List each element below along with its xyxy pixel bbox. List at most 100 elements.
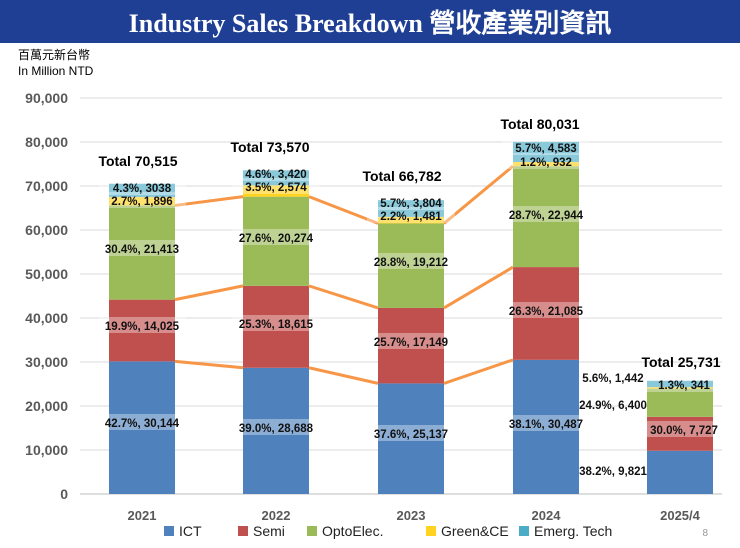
legend-label: Semi: [253, 523, 285, 539]
bar-semi-2024: [513, 267, 579, 360]
bar-ict-2024: [513, 359, 579, 494]
data-label-bg: [502, 139, 590, 155]
data-label: 38.2%, 9,821: [579, 466, 647, 478]
legend-swatch: [426, 526, 436, 536]
total-label: Total 66,782: [362, 168, 441, 184]
bar-emerg-tech-2022: [243, 170, 309, 186]
data-label: 24.9%, 6,400: [579, 400, 647, 412]
bar-semi-2021: [109, 299, 175, 362]
data-label-bg: [502, 153, 590, 169]
data-label-bg: [367, 253, 455, 269]
y-tick-label: 60,000: [25, 222, 68, 238]
data-label: 37.6%, 25,137: [374, 429, 448, 441]
bar-green-ce-2022: [243, 185, 309, 197]
y-tick-label: 10,000: [25, 442, 68, 458]
total-label: Total 25,731: [641, 354, 720, 370]
data-label-bg: [640, 421, 728, 437]
data-label-bg: [232, 419, 320, 435]
x-tick-label: 2023: [397, 508, 426, 523]
data-label-bg: [232, 178, 320, 194]
data-label: 25.7%, 17,149: [374, 337, 448, 349]
bar-semi-2023: [378, 307, 444, 384]
y-tick-label: 80,000: [25, 134, 68, 150]
page-title: Industry Sales Breakdown 營收產業別資訊: [128, 9, 612, 38]
total-label: Total 70,515: [98, 153, 177, 169]
y-tick-label: 70,000: [25, 178, 68, 194]
y-tick-label: 90,000: [25, 90, 68, 106]
bar-optoelec--2025-4: [647, 388, 713, 417]
legend-swatch: [164, 526, 174, 536]
data-label-bg: [232, 165, 320, 181]
legend-swatch: [238, 526, 248, 536]
data-label-bg: [367, 194, 455, 210]
connector-line: [443, 265, 514, 310]
connector-line: [174, 359, 244, 370]
bar-green-ce-2024: [513, 162, 579, 167]
data-label: 1.3%, 341: [658, 380, 710, 392]
bar-ict-2023: [378, 383, 444, 494]
data-label: 27.6%, 20,274: [239, 233, 314, 245]
bar-emerg-tech-2021: [109, 183, 175, 198]
connector-line: [174, 284, 244, 302]
legend-label: Green&CE: [441, 523, 509, 539]
data-label-bg: [232, 315, 320, 331]
data-label-bg: [502, 302, 590, 318]
data-label: 2.2%, 1,481: [380, 211, 442, 223]
data-label: 4.3%, 3038: [113, 183, 172, 195]
title-bar: Industry Sales Breakdown 營收產業別資訊: [0, 0, 740, 43]
unit-label-zh: 百萬元新台幣: [18, 48, 91, 62]
bar-optoelec--2024: [513, 166, 579, 268]
bar-semi-2022: [243, 285, 309, 368]
data-label: 2.7%, 1,896: [111, 196, 172, 208]
connector-line: [174, 195, 244, 207]
data-label: 28.8%, 19,212: [374, 257, 448, 269]
bar-ict-2021: [109, 361, 175, 494]
legend-label: OptoElec.: [322, 523, 383, 539]
data-label-bg: [98, 240, 186, 256]
page-number: 8: [702, 528, 708, 539]
data-label: 1.2%, 932: [520, 157, 572, 169]
data-label: 38.1%, 30,487: [509, 419, 583, 431]
data-label-bg: [640, 376, 728, 392]
legend-swatch: [519, 526, 529, 536]
data-label: 5.6%, 1,442: [582, 373, 643, 385]
connector-line: [443, 164, 514, 225]
data-label-bg: [232, 229, 320, 245]
data-label-bg: [502, 206, 590, 222]
bar-emerg-tech-2025-4: [647, 380, 713, 388]
data-label: 19.9%, 14,025: [105, 321, 180, 333]
legend-swatch: [307, 526, 317, 536]
bar-ict-2025-4: [647, 450, 713, 494]
total-label: Total 80,031: [500, 116, 579, 132]
data-label: 42.7%, 30,144: [105, 418, 180, 430]
y-tick-label: 40,000: [25, 310, 68, 326]
unit-label: 百萬元新台幣 In Million NTD: [18, 47, 93, 79]
x-tick-label: 2021: [128, 508, 157, 523]
data-label-bg: [98, 317, 186, 333]
bar-optoelec--2021: [109, 205, 175, 300]
x-tick-label: 2024: [532, 508, 562, 523]
connector-line: [308, 366, 379, 385]
data-label: 3.5%, 2,574: [245, 182, 307, 194]
data-label-bg: [98, 179, 186, 195]
total-label: Total 73,570: [230, 139, 309, 155]
data-label-bg: [502, 415, 590, 431]
data-label: 5.7%, 3,804: [380, 198, 442, 210]
bar-optoelec--2022: [243, 196, 309, 286]
data-label: 30.0%, 7,727: [650, 425, 718, 437]
bar-optoelec--2023: [378, 223, 444, 308]
y-tick-label: 30,000: [25, 354, 68, 370]
data-label: 30.4%, 21,413: [105, 244, 179, 256]
data-label-bg: [367, 425, 455, 441]
bar-ict-2022: [243, 367, 309, 494]
legend-label: Emerg. Tech: [534, 523, 612, 539]
data-label: 5.7%, 4,583: [515, 143, 576, 155]
x-tick-label: 2025/4: [660, 508, 701, 523]
bar-semi-2025-4: [647, 416, 713, 451]
y-tick-label: 0: [60, 486, 68, 502]
data-label-bg: [98, 192, 186, 208]
data-label: 4.6%, 3,420: [245, 169, 306, 181]
bar-emerg-tech-2023: [378, 200, 444, 217]
data-label-bg: [98, 414, 186, 430]
